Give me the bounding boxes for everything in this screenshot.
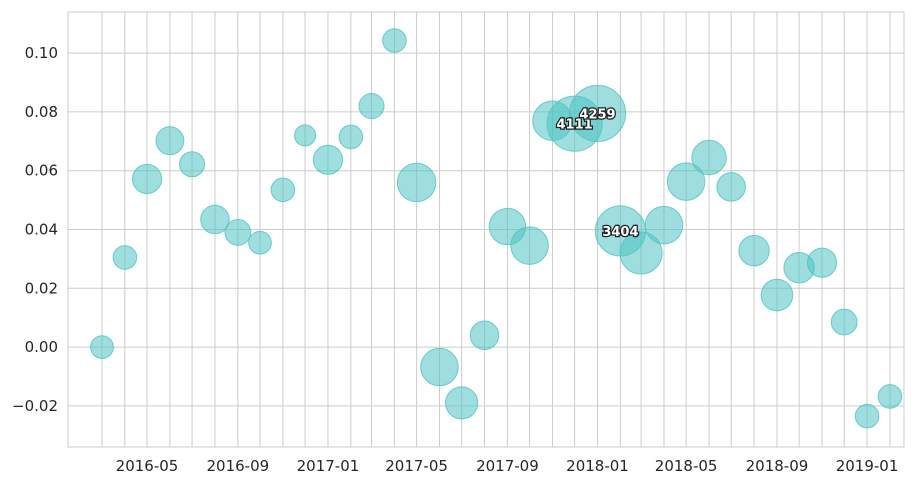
bubble-point xyxy=(716,172,746,202)
bubble-series xyxy=(90,28,903,429)
bubble-point xyxy=(248,230,272,255)
x-tick-label: 2019-01 xyxy=(836,457,899,475)
x-tick-label: 2016-05 xyxy=(116,457,179,475)
bubble-point xyxy=(738,234,770,267)
bubble-point xyxy=(155,126,185,156)
y-tick-label: 0.04 xyxy=(25,221,58,239)
bubble-point xyxy=(830,308,858,336)
bubble-point xyxy=(488,207,527,246)
bubble-point xyxy=(90,335,114,359)
bubble-point xyxy=(294,124,317,147)
x-tick-label: 2018-01 xyxy=(566,457,629,475)
bubble-point xyxy=(445,386,479,420)
x-axis-ticks: 2016-05 2016-09 2017-01 2017-05 2017-09 2018-… xyxy=(116,457,899,475)
x-tick-label: 2018-05 xyxy=(655,457,718,475)
bubble-point xyxy=(806,247,838,278)
y-axis-ticks: −0.02 0.00 0.02 0.04 0.06 0.08 0.10 xyxy=(12,44,58,415)
y-tick-label: 0.08 xyxy=(25,103,58,121)
bubble-point xyxy=(200,204,230,235)
bubble-point xyxy=(877,384,903,409)
bubble-point xyxy=(382,28,407,53)
bubble-point xyxy=(760,278,794,312)
bubble-point xyxy=(420,347,459,387)
y-tick-label: 0.06 xyxy=(25,162,58,180)
y-tick-label: 0.00 xyxy=(25,338,58,356)
x-tick-label: 2017-09 xyxy=(476,457,539,475)
bubble-point xyxy=(358,93,385,120)
bubble-point xyxy=(224,219,252,246)
x-tick-label: 2018-09 xyxy=(746,457,809,475)
bubble-point xyxy=(270,177,296,203)
bubble-point xyxy=(854,403,880,429)
y-tick-label: 0.10 xyxy=(25,44,58,62)
bubble-point xyxy=(312,144,344,175)
y-tick-label: 0.02 xyxy=(25,279,58,297)
bubble-size-label: 4111 xyxy=(557,118,593,133)
bubble-point xyxy=(666,162,706,201)
bubble-point xyxy=(338,124,364,150)
bubble-point xyxy=(691,139,727,176)
bubble-point xyxy=(131,163,163,195)
bubble-point xyxy=(644,205,684,245)
bubble-size-label: 4259 xyxy=(579,107,615,122)
bubble-point xyxy=(469,320,500,351)
bubble-size-label: 3404 xyxy=(602,225,638,240)
x-tick-label: 2017-01 xyxy=(297,457,360,475)
bubble-point xyxy=(619,231,663,275)
bubble-point xyxy=(112,245,138,270)
x-tick-label: 2017-05 xyxy=(385,457,448,475)
bubble-point xyxy=(179,151,206,178)
bubble-point xyxy=(396,162,437,203)
x-tick-label: 2016-09 xyxy=(207,457,270,475)
y-tick-label: −0.02 xyxy=(12,397,58,415)
bubble-point xyxy=(532,100,573,141)
